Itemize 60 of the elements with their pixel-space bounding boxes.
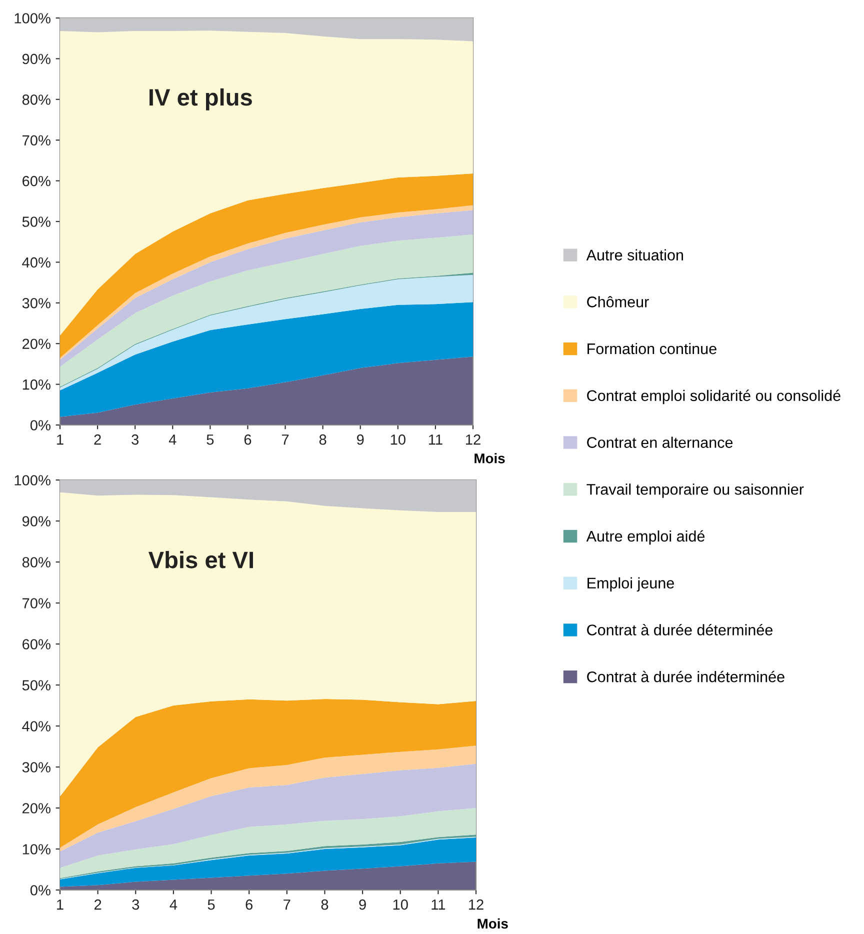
y-tick-label: 100% (14, 475, 50, 486)
x-tick-label: 6 (244, 434, 252, 445)
y-tick-label: 80% (22, 557, 50, 568)
x-tick-label: 8 (319, 434, 326, 445)
x-tick-label: 10 (390, 434, 406, 445)
y-tick-label: 40% (22, 721, 50, 732)
x-tick-label: 3 (132, 434, 139, 445)
y-tick-label: 40% (22, 257, 50, 268)
y-tick-label: 20% (22, 338, 50, 350)
y-tick-label: 50% (22, 680, 50, 690)
legend-label: Contrat en alternance (587, 436, 733, 448)
y-tick-label: 60% (22, 639, 50, 650)
y-tick-label: 0% (30, 420, 50, 430)
y-tick-label: 90% (22, 516, 50, 526)
x-tick-label: 2 (94, 899, 102, 910)
x-tick-label: 7 (282, 434, 289, 445)
x-tick-label: 8 (321, 899, 328, 910)
legend-label: Emploi jeune (588, 577, 674, 592)
y-tick-label: 30% (22, 762, 50, 772)
x-tick-label: 3 (132, 899, 140, 910)
x-tick-label: 12 (469, 899, 484, 910)
legend-label: Contrat emploi solidarité ou consolidé (587, 390, 840, 404)
x-tick-label: 9 (356, 434, 364, 445)
y-tick-label: 90% (22, 54, 50, 64)
x-tick-label: 2 (94, 434, 101, 445)
x-tick-label: 1 (57, 434, 64, 445)
y-tick-label: 20% (22, 803, 50, 814)
legend-label: Autre situation (586, 249, 683, 260)
y-tick-label: 50% (22, 216, 50, 227)
x-tick-label: 4 (168, 434, 176, 445)
x-tick-label: 6 (246, 899, 253, 910)
legend-label: Autre emploi aidé (586, 530, 705, 545)
x-tick-label: 11 (428, 434, 442, 445)
x-tick-label: 4 (170, 900, 178, 910)
x-tick-label: 7 (284, 900, 290, 910)
y-tick-label: 70% (22, 135, 50, 146)
x-tick-label: 10 (393, 899, 408, 910)
text: IV et plus (150, 88, 252, 110)
x-tick-label: 5 (206, 434, 214, 445)
x-tick-label: 11 (432, 900, 446, 910)
y-tick-label: 60% (22, 176, 50, 186)
x-tick-label: 9 (359, 899, 366, 910)
legend-label: Contrat à durée déterminée (587, 624, 772, 636)
y-tick-label: 100% (14, 13, 50, 24)
text: Vbis et VI (148, 550, 254, 568)
legend-label: Travail temporaire ou saisonnier (586, 484, 804, 498)
legend-label: Chômeur (587, 296, 649, 308)
x-tick-label: 5 (208, 900, 215, 910)
x-tick-label: 12 (466, 434, 480, 445)
y-tick-label: 0% (30, 885, 50, 896)
y-tick-label: 10% (22, 379, 50, 390)
x-tick-label: 1 (57, 900, 64, 910)
y-tick-label: 10% (22, 844, 50, 854)
y-tick-label: 30% (22, 298, 50, 308)
y-tick-label: 70% (22, 598, 50, 608)
legend-label: Contrat à durée indéterminée (587, 670, 784, 682)
legend-label: Formation continue (588, 342, 716, 354)
y-tick-label: 80% (22, 94, 50, 105)
x-axis-title: Mois (474, 453, 505, 464)
x-axis-title: Mois (478, 918, 508, 929)
